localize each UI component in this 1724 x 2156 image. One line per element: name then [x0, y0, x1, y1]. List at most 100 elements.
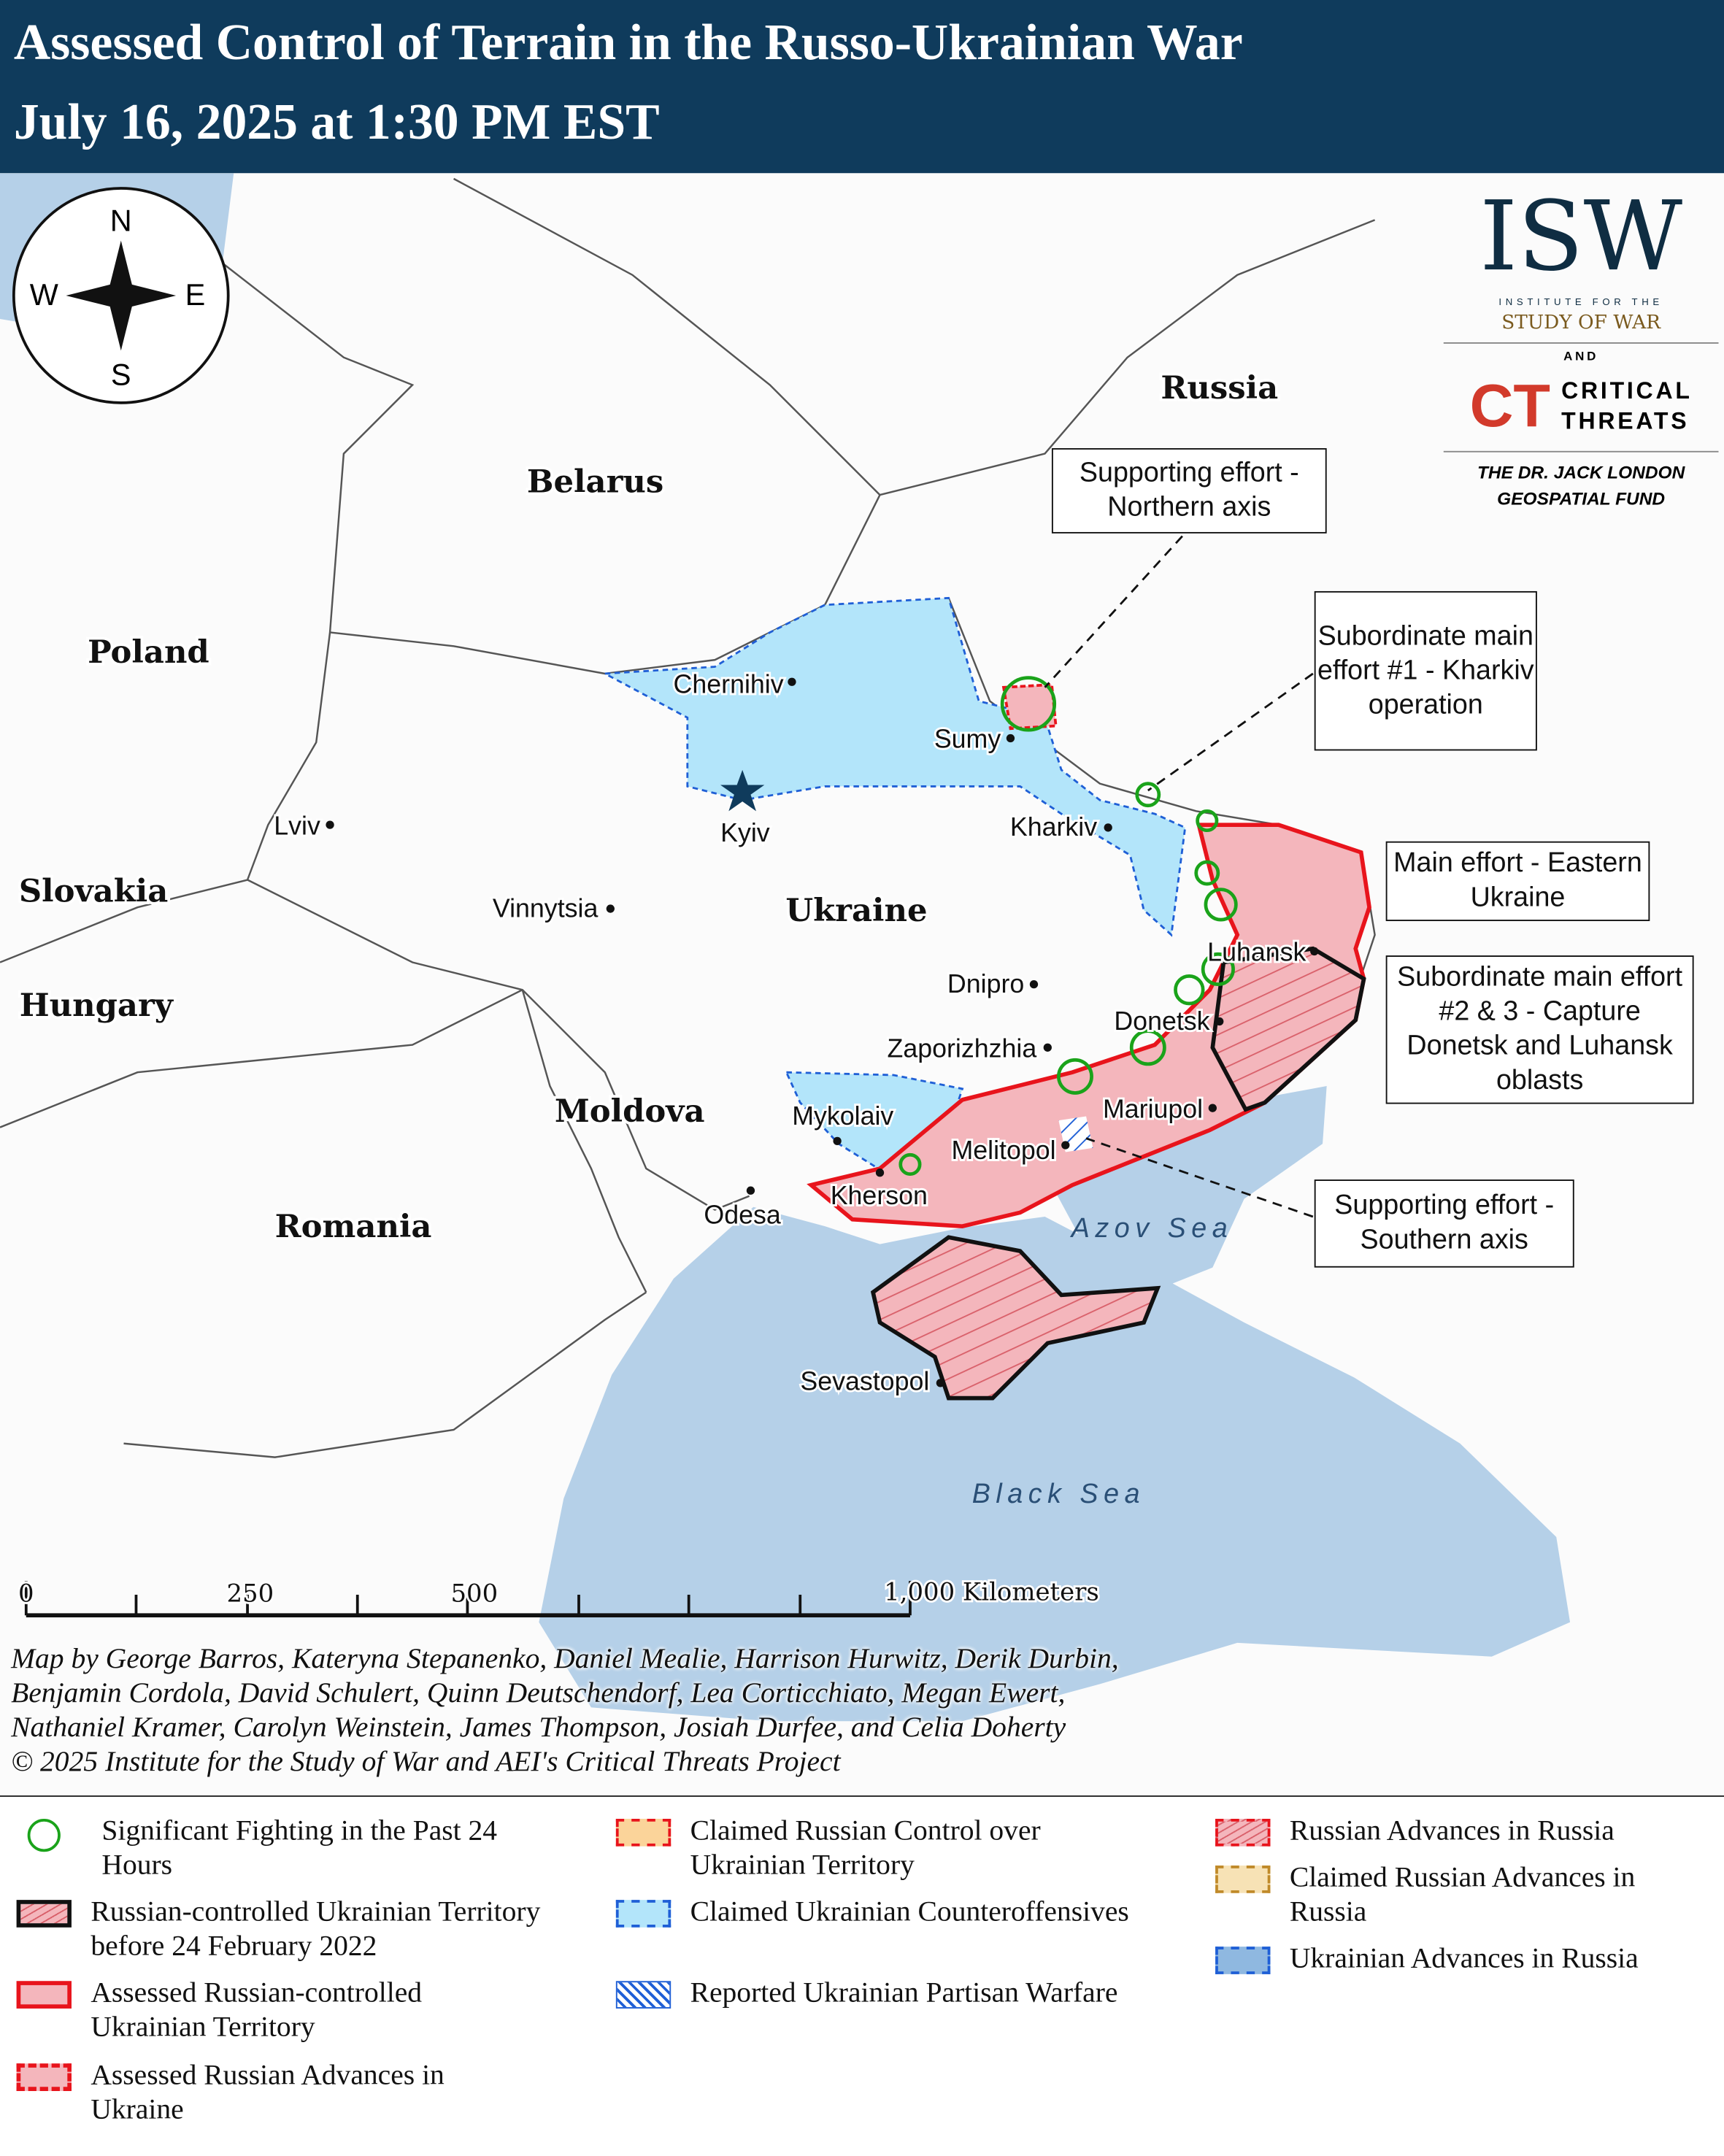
legend-item-claimed-russian-russia: Claimed Russian Advances in Russia — [1215, 1860, 1716, 1929]
border-russia-north — [880, 219, 1376, 496]
fighting-circle — [1000, 676, 1057, 732]
map-header: Assessed Control of Terrain in the Russo… — [0, 0, 1724, 174]
label-ukraine: Ukraine — [785, 892, 927, 929]
label-azov-sea: Azov Sea — [1070, 1212, 1233, 1243]
label-slovakia: Slovakia — [19, 873, 168, 910]
copyright-line: © 2025 Institute for the Study of War an… — [11, 1744, 841, 1778]
label-belarus: Belarus — [527, 463, 663, 500]
label-melitopol: Melitopol — [951, 1136, 1055, 1165]
scale-bar — [24, 1581, 912, 1618]
legend-label: Ukrainian Advances in Russia — [1289, 1941, 1639, 1974]
tan-dashed-swatch — [1215, 1866, 1271, 1893]
label-kyiv: Kyiv — [720, 818, 770, 847]
claimed-ukrainian-counteroffensive-north — [601, 596, 1187, 937]
scale-label-250: 250 — [226, 1579, 274, 1607]
label-luhansk: Luhansk — [1207, 938, 1306, 967]
scale-label-1000: 1,000 Kilometers — [884, 1578, 1099, 1606]
blue-dashed-swatch — [615, 1900, 671, 1928]
border-ukraine-south — [0, 879, 750, 1211]
compass-e: E — [185, 277, 206, 312]
label-lviv: Lviv — [274, 811, 320, 840]
label-romania: Romania — [275, 1208, 432, 1245]
isw-logo: ISW — [1479, 180, 1683, 293]
black-sea — [539, 1206, 1571, 1722]
legend-label: Assessed Russian-controlled Ukrainian Te… — [91, 1975, 423, 2044]
callout-southern-axis: Supporting effort - Southern axis — [1314, 1179, 1574, 1268]
fighting-circle — [1204, 888, 1238, 922]
orange-dashed-swatch — [615, 1819, 671, 1847]
label-vinnytsia: Vinnytsia — [493, 893, 599, 923]
fund-line1: THE DR. JACK LONDON — [1477, 461, 1685, 483]
callout-kharkiv-operation: Subordinate main effort #1 - Kharkiv ope… — [1314, 590, 1537, 751]
border-romania — [0, 989, 647, 1458]
border-poland-belarus — [219, 260, 415, 880]
fighting-circle — [1196, 809, 1219, 833]
red-dashed-hatched-swatch — [1215, 1819, 1271, 1847]
compass-rose: N S E W — [12, 187, 230, 404]
leader-kharkiv — [1147, 672, 1314, 792]
blue-dashed-dark-swatch — [1215, 1947, 1271, 1974]
map-credits: Map by George Barros, Kateryna Stepanenk… — [11, 1641, 1119, 1779]
scale-label-500: 500 — [450, 1579, 498, 1607]
isw-line2: STUDY OF WAR — [1501, 312, 1661, 334]
legend-item-fighting: Significant Fighting in the Past 24 Hour… — [17, 1813, 555, 1882]
legend-label: Claimed Russian Advances in Russia — [1289, 1860, 1636, 1928]
border-moldova — [521, 989, 647, 1293]
legend-label: Significant Fighting in the Past 24 Hour… — [101, 1813, 498, 1881]
legend-item-claimed-russian: Claimed Russian Control over Ukrainian T… — [615, 1813, 1144, 1882]
credits-line: Benjamin Cordola, David Schulert, Quinn … — [11, 1676, 1066, 1709]
leader-northern — [1044, 535, 1183, 688]
credits-line: Map by George Barros, Kateryna Stepanenk… — [11, 1641, 1119, 1675]
map-area[interactable]: N S E W Russia Belarus Poland Ukraine Sl… — [0, 173, 1724, 1798]
fighting-circle — [1135, 782, 1161, 808]
compass-n: N — [110, 203, 132, 237]
blue-hatched-swatch — [615, 1981, 671, 2009]
legend-item-russian-control: Assessed Russian-controlled Ukrainian Te… — [16, 1975, 544, 2044]
legend: Significant Fighting in the Past 24 Hour… — [0, 1796, 1724, 2156]
callout-northern-axis: Supporting effort - Northern axis — [1051, 448, 1327, 534]
logos: ISW INSTITUTE FOR THE STUDY OF WAR AND C… — [1443, 179, 1719, 512]
pre-2022-donbas — [1210, 946, 1366, 1112]
legend-label: Russian Advances in Russia — [1289, 1813, 1615, 1847]
legend-item-claimed-ukrainian: Claimed Ukrainian Counteroffensives — [615, 1894, 1144, 1929]
label-poland: Poland — [88, 634, 209, 671]
red-outline-swatch — [16, 1981, 72, 2009]
compass-s: S — [111, 357, 131, 391]
legend-item-russian-adv-russia: Russian Advances in Russia — [1215, 1813, 1716, 1847]
map-date: July 16, 2025 at 1:30 PM EST — [13, 94, 660, 152]
fund-line2: GEOSPATIAL FUND — [1497, 488, 1666, 509]
fighting-circle — [1194, 860, 1220, 886]
border-belarus-ukraine — [329, 177, 881, 675]
label-sevastopol: Sevastopol — [800, 1366, 929, 1395]
legend-label: Claimed Ukrainian Counteroffensives — [690, 1894, 1129, 1928]
legend-item-pre2022: Russian-controlled Ukrainian Territory b… — [16, 1894, 544, 1963]
fighting-circle — [898, 1152, 922, 1176]
leader-southern — [1085, 1137, 1314, 1218]
map-canvas: N S E W Russia Belarus Poland Ukraine Sl… — [0, 173, 1571, 1722]
label-black-sea: Black Sea — [972, 1478, 1145, 1509]
legend-label: Russian-controlled Ukrainian Territory b… — [91, 1894, 541, 1962]
scale-label-0: 0 — [18, 1579, 34, 1607]
label-russia: Russia — [1161, 369, 1278, 407]
compass-w: W — [30, 277, 58, 312]
legend-item-russian-advances: Assessed Russian Advances in Ukraine — [16, 2057, 544, 2127]
label-sumy: Sumy — [934, 725, 1001, 754]
map-title: Assessed Control of Terrain in the Russo… — [13, 15, 1243, 72]
legend-label: Assessed Russian Advances in Ukraine — [91, 2057, 445, 2126]
label-hungary: Hungary — [20, 987, 174, 1024]
green-circle-icon — [27, 1819, 61, 1852]
black-hatched-swatch — [16, 1900, 72, 1928]
ct-line2: THREATS — [1561, 408, 1690, 435]
russian-advances-sumy — [1001, 683, 1058, 731]
credits-line: Nathaniel Kramer, Carolyn Weinstein, Jam… — [11, 1710, 1066, 1744]
pre-2022-crimea — [870, 1235, 1161, 1401]
label-moldova: Moldova — [555, 1093, 705, 1130]
label-chernihiv: Chernihiv — [674, 669, 784, 698]
fighting-circle — [1174, 974, 1205, 1006]
callout-eastern-ukraine: Main effort - Eastern Ukraine — [1385, 841, 1650, 922]
kyiv-star-icon — [720, 769, 765, 812]
legend-label: Reported Ukrainian Partisan Warfare — [690, 1975, 1118, 2009]
label-odesa: Odesa — [704, 1200, 780, 1229]
azov-sea — [1051, 1086, 1327, 1295]
callout-donetsk-luhansk: Subordinate main effort #2 & 3 - Capture… — [1385, 955, 1694, 1104]
